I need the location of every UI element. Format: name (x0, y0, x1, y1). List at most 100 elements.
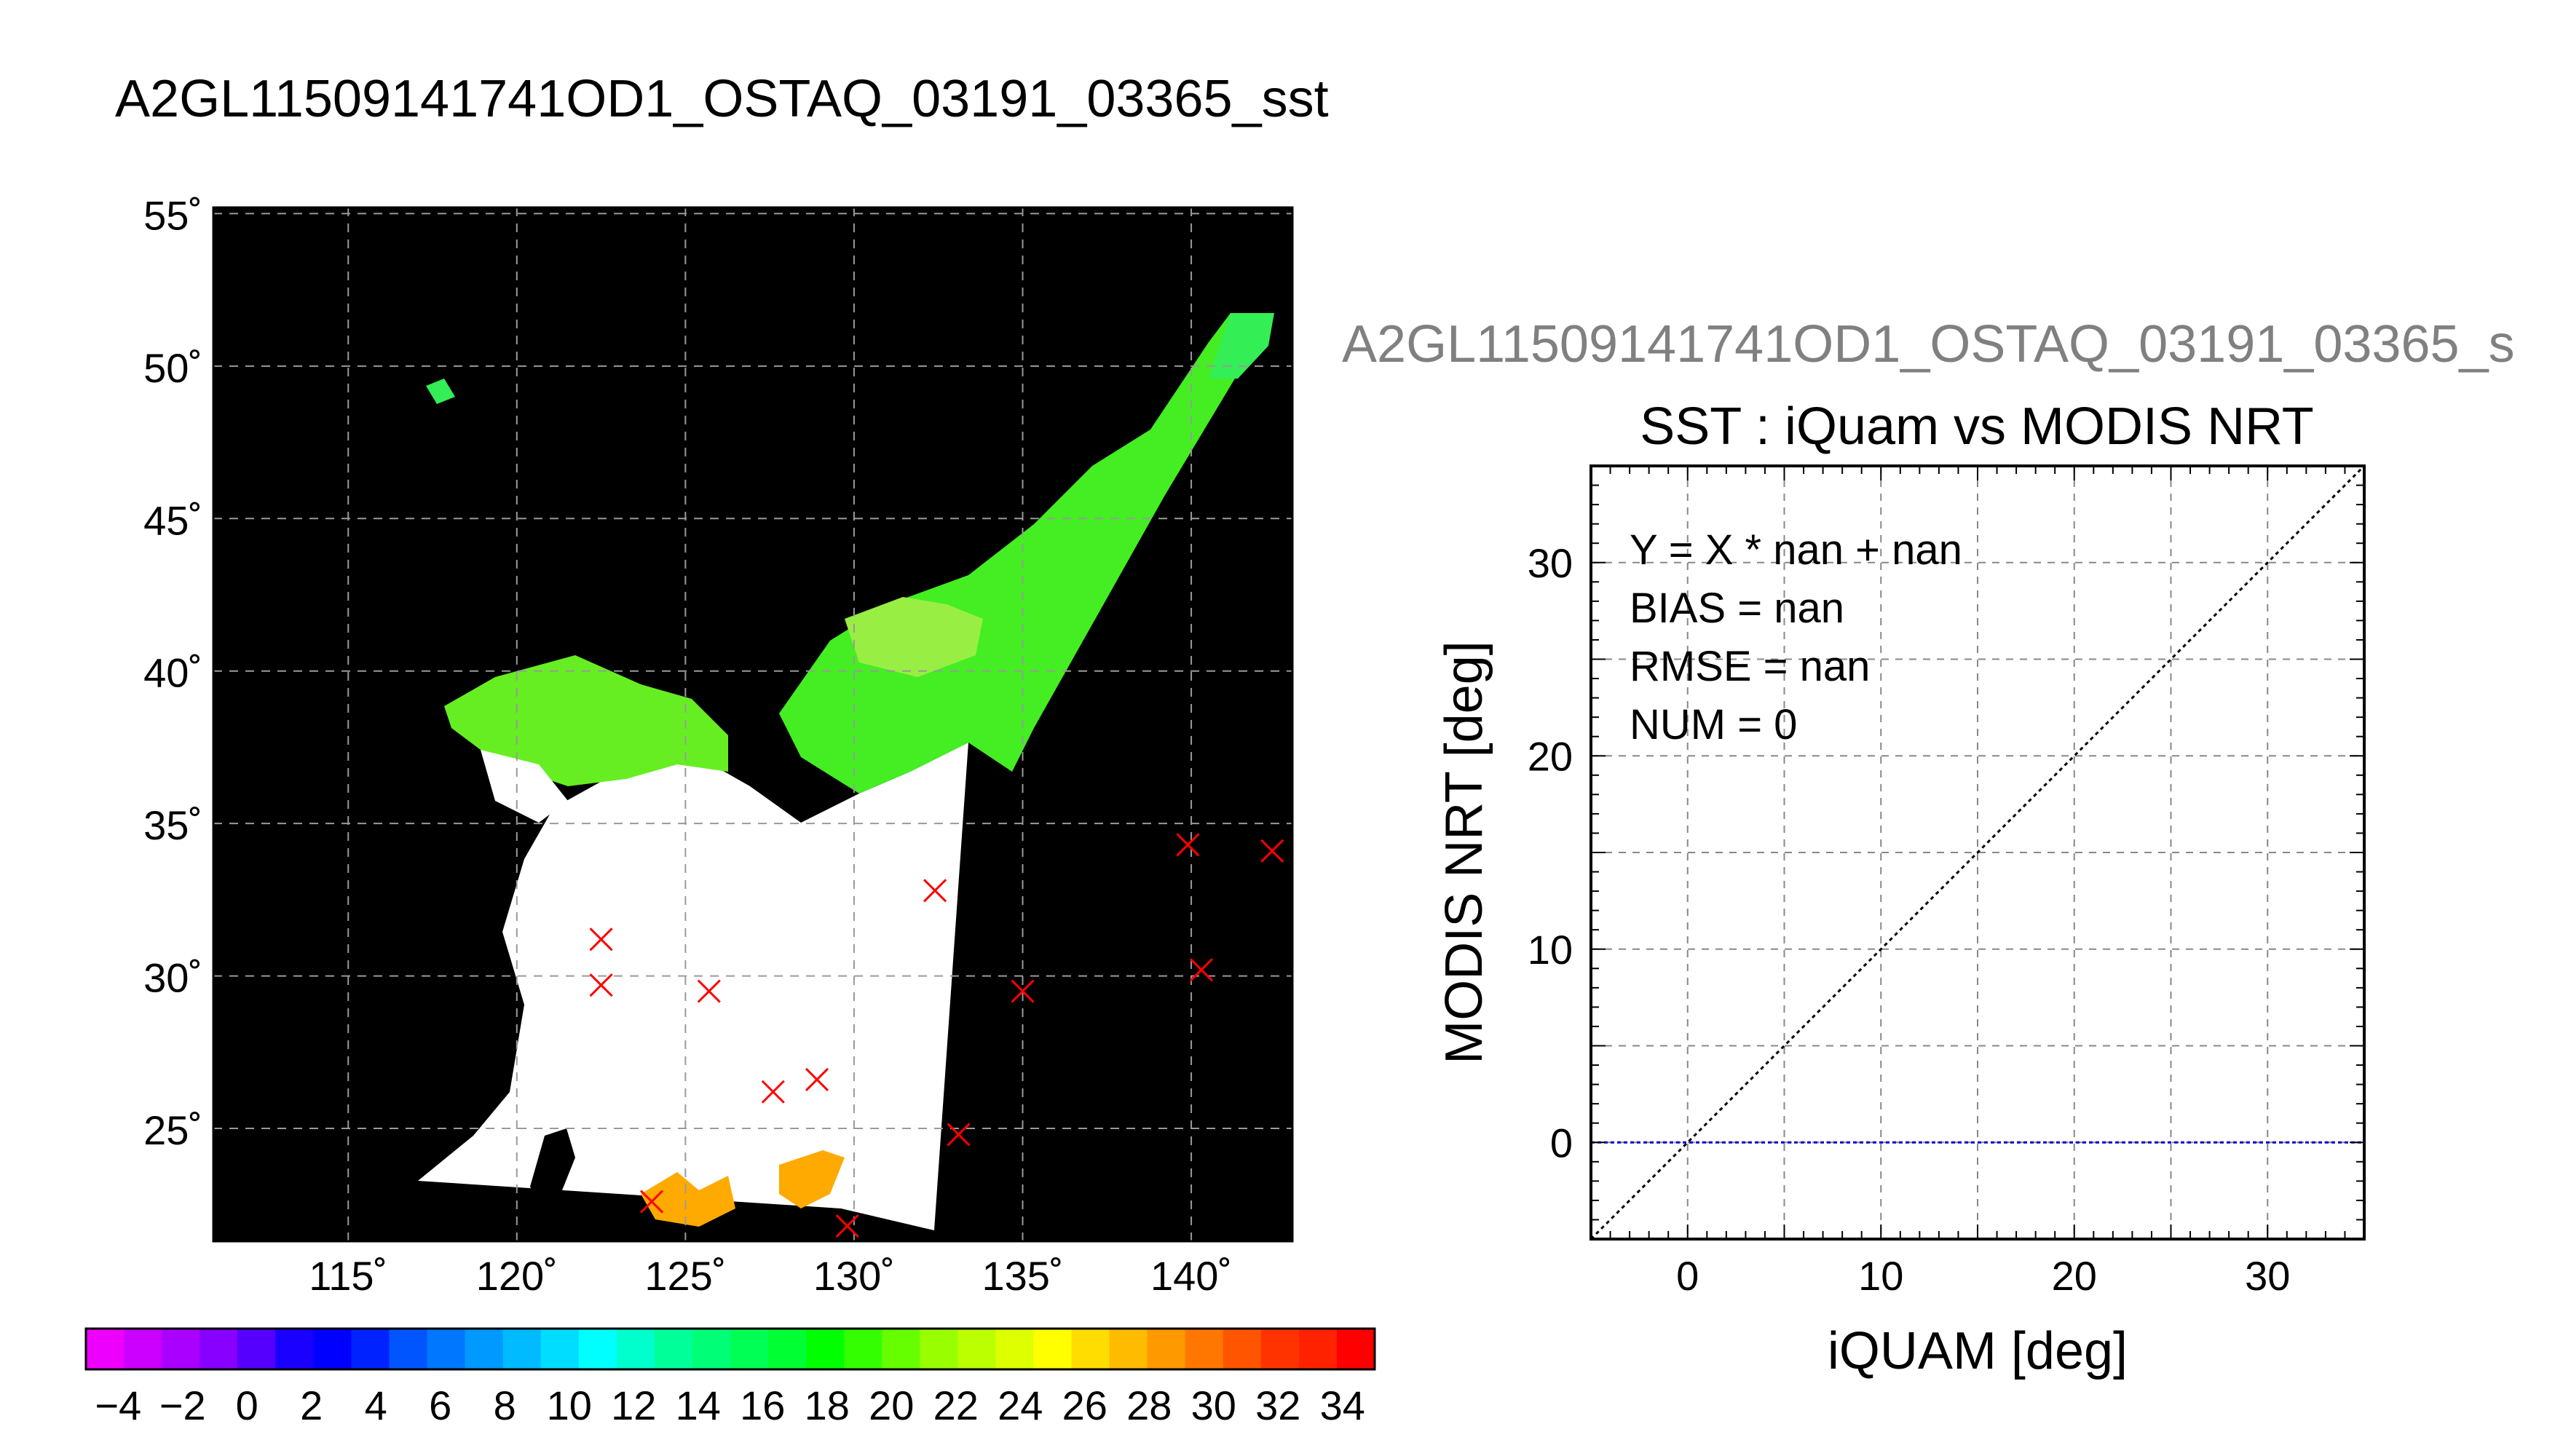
colorbar-swatch (692, 1329, 731, 1369)
x-tick-label: 0 (1676, 1253, 1699, 1299)
lat-tick-label: 50˚ (143, 345, 202, 391)
colorbar-swatch (389, 1329, 428, 1369)
sst-map-panel: 55˚ 50˚ 45˚ 40˚ 35˚ 30˚ 25˚ 115˚ 120˚ 125˚ 130˚ 13… (143, 192, 1294, 1299)
identity-line (1590, 464, 2366, 1241)
map-sst-field (418, 313, 1274, 1230)
colorbar-swatch (1185, 1329, 1224, 1369)
lat-tick-label: 40˚ (143, 650, 202, 696)
chart-reference-lines (1590, 464, 2366, 1241)
colorbar-labels: −4 −2 0 2 4 6 8 10 12 14 16 18 20 22 24 26 28 30 32 34 (95, 1382, 1365, 1428)
y-axis-label: MODIS NRT [deg] (1435, 641, 1493, 1064)
colorbar-label: 8 (494, 1382, 516, 1428)
matchup-marker (1260, 839, 1284, 863)
colorbar-label: 10 (547, 1382, 592, 1428)
latitude-labels: 55˚ 50˚ 45˚ 40˚ 35˚ 30˚ 25˚ (143, 192, 202, 1153)
matchup-marker (640, 1190, 664, 1214)
colorbar-frame (84, 1327, 1376, 1371)
colorbar-swatch (1109, 1329, 1148, 1369)
sst-patch-north-strip (1209, 313, 1274, 379)
longitude-labels: 115˚ 120˚ 125˚ 130˚ 135˚ 140˚ (309, 1253, 1232, 1299)
colorbar-swatch (1260, 1329, 1300, 1369)
colorbar-swatch (1147, 1329, 1186, 1369)
colorbar-swatch (200, 1329, 238, 1369)
scatter-panel-header: A2GL11509141741OD1_OSTAQ_03191_03365_s (1342, 315, 2515, 373)
colorbar-label: 24 (998, 1382, 1043, 1428)
colorbar-label: 32 (1255, 1382, 1300, 1428)
matchup-marker (805, 1067, 829, 1092)
matchup-marker (1176, 833, 1200, 857)
colorbar-swatch (578, 1329, 617, 1369)
lon-tick-label: 135˚ (982, 1253, 1063, 1299)
x-tick-label: 10 (1858, 1253, 1903, 1299)
colorbar-swatch (616, 1329, 655, 1369)
colorbar-swatch (995, 1329, 1035, 1369)
x-axis-label: iQUAM [deg] (1828, 1322, 2128, 1380)
matchup-marker (947, 1123, 971, 1147)
scatter-chart: SST : iQuam vs MODIS NRT 0 10 20 30 0 10 20 30… (1435, 397, 2366, 1380)
colorbar-label: 30 (1191, 1382, 1236, 1428)
y-tick-labels: 0 10 20 30 (1528, 540, 1573, 1166)
colorbar-swatch (351, 1329, 390, 1369)
chart-annotations: Y = X * nan + nan BIAS = nan RMSE = nan NUM… (1630, 526, 1962, 748)
colorbar-label: 34 (1320, 1382, 1365, 1428)
colorbar-label: 0 (236, 1382, 258, 1428)
map-matchup-markers (589, 833, 1284, 1238)
lon-tick-label: 130˚ (813, 1253, 895, 1299)
colorbar-swatch (540, 1329, 580, 1369)
sst-patch-yellow-sea (444, 655, 728, 786)
matchup-marker (923, 879, 947, 903)
chart-gridlines (1591, 466, 2364, 1239)
chart-plot-frame (1590, 464, 2366, 1241)
lat-tick-label: 30˚ (143, 955, 202, 1001)
y-tick-label: 0 (1550, 1120, 1573, 1166)
map-frame (212, 206, 1294, 1243)
colorbar-swatch (237, 1329, 276, 1369)
colorbar-swatch (768, 1329, 807, 1369)
colorbar-swatch (957, 1329, 997, 1369)
x-tick-label: 20 (2052, 1253, 2097, 1299)
colorbar-label: 14 (676, 1382, 721, 1428)
colorbar-swatch (1071, 1329, 1110, 1369)
matchup-marker (835, 1214, 859, 1238)
colorbar-swatch (275, 1329, 314, 1369)
lon-tick-label: 120˚ (476, 1253, 558, 1299)
figure-title: A2GL11509141741OD1_OSTAQ_03191_03365_sst (115, 70, 1329, 128)
colorbar-swatch (465, 1329, 504, 1369)
lon-tick-label: 125˚ (644, 1253, 726, 1299)
cloud-cover-area (418, 743, 968, 1230)
colorbar-swatch (427, 1329, 466, 1369)
stats-annotation: BIAS = nan (1630, 585, 1844, 632)
matchup-marker (589, 927, 613, 951)
colorbar-label: 16 (740, 1382, 785, 1428)
stats-annotation: RMSE = nan (1630, 643, 1870, 690)
colorbar-swatch (920, 1329, 958, 1369)
lat-tick-label: 35˚ (143, 802, 202, 848)
cloud-patch-north (481, 750, 568, 823)
colorbar: −4 −2 0 2 4 6 8 10 12 14 16 18 20 22 24 26 28 30 32 34 (84, 1327, 1376, 1428)
colorbar-swatch (162, 1329, 200, 1369)
sst-patch-orange-east (779, 1150, 845, 1208)
matchup-marker (761, 1080, 785, 1104)
stats-annotation: NUM = 0 (1630, 701, 1797, 748)
y-tick-label: 20 (1528, 733, 1573, 779)
x-tick-labels: 0 10 20 30 (1676, 1253, 2290, 1299)
y-tick-label: 10 (1528, 927, 1573, 973)
colorbar-swatch (730, 1329, 769, 1369)
colorbar-swatch (502, 1329, 542, 1369)
colorbar-swatch (1298, 1329, 1338, 1369)
lon-tick-label: 140˚ (1150, 1253, 1232, 1299)
colorbar-swatches (86, 1329, 1375, 1369)
colorbar-label: 12 (611, 1382, 656, 1428)
colorbar-label: 4 (365, 1382, 387, 1428)
stats-annotation: Y = X * nan + nan (1630, 526, 1962, 574)
lat-tick-label: 55˚ (143, 192, 202, 238)
chart-title: SST : iQuam vs MODIS NRT (1640, 397, 2314, 456)
colorbar-swatch (86, 1329, 125, 1369)
land-taiwan (530, 1128, 575, 1208)
lat-tick-label: 45˚ (143, 497, 202, 543)
colorbar-label: −2 (159, 1382, 206, 1428)
colorbar-swatch (806, 1329, 845, 1369)
colorbar-swatch (882, 1329, 920, 1369)
colorbar-label: 26 (1062, 1382, 1107, 1428)
